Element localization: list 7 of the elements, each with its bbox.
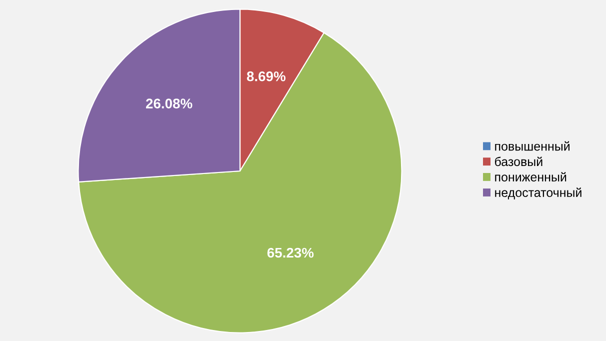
legend-label: базовый — [494, 156, 542, 166]
data-label: 8.69% — [246, 71, 286, 82]
data-label: 65.23% — [267, 248, 314, 258]
legend-label: недостаточный — [495, 188, 582, 200]
legend-label: пониженный — [495, 172, 566, 182]
legend-label: повышенный — [495, 141, 570, 151]
data-label: 26.08% — [146, 98, 192, 108]
